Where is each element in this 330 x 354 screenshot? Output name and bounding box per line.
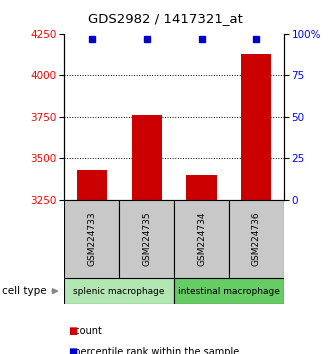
Text: GSM224733: GSM224733 <box>87 212 96 266</box>
Text: count: count <box>68 326 102 336</box>
Bar <box>174 200 229 278</box>
Bar <box>132 115 162 200</box>
Bar <box>119 200 174 278</box>
Text: GSM224734: GSM224734 <box>197 212 206 266</box>
Text: percentile rank within the sample: percentile rank within the sample <box>68 347 239 354</box>
Text: splenic macrophage: splenic macrophage <box>74 287 165 296</box>
Text: ■: ■ <box>68 347 77 354</box>
Bar <box>64 200 119 278</box>
Text: GSM224736: GSM224736 <box>252 212 261 266</box>
Bar <box>64 278 174 304</box>
Text: cell type: cell type <box>2 286 46 296</box>
Bar <box>77 170 107 200</box>
Text: GSM224735: GSM224735 <box>142 212 151 266</box>
Text: intestinal macrophage: intestinal macrophage <box>178 287 280 296</box>
Bar <box>229 200 284 278</box>
Bar <box>174 278 284 304</box>
Text: GDS2982 / 1417321_at: GDS2982 / 1417321_at <box>87 12 243 25</box>
Bar <box>241 53 272 200</box>
Text: ■: ■ <box>68 326 77 336</box>
Bar <box>186 175 216 200</box>
